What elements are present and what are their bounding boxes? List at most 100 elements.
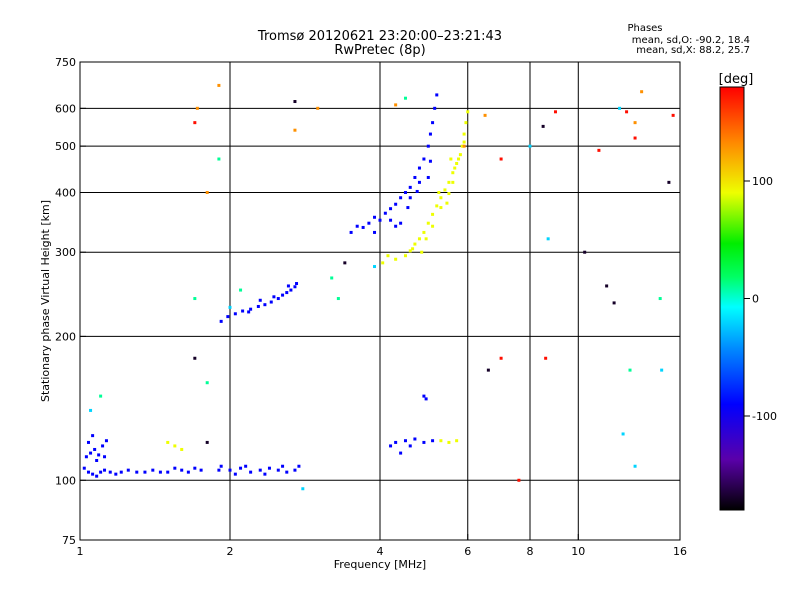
phases-title: Phases [627, 23, 662, 34]
data-point [241, 309, 245, 313]
data-point [447, 440, 451, 444]
data-point [633, 464, 637, 468]
phases-o-line: mean, sd,O: -90.2, 18.4 [632, 35, 750, 46]
data-point [293, 468, 297, 472]
colorbar-tick-label: 100 [752, 175, 773, 188]
data-point [381, 261, 385, 265]
data-point [330, 276, 334, 280]
data-point [286, 284, 290, 288]
data-point [193, 356, 197, 360]
data-point [658, 297, 662, 301]
data-point [217, 83, 221, 87]
data-point [399, 451, 403, 455]
data-point [104, 439, 108, 443]
data-point [219, 319, 223, 323]
data-point [166, 440, 170, 444]
x-tick-label: 10 [571, 545, 585, 558]
data-point [228, 468, 232, 472]
data-point [424, 397, 428, 401]
data-point [449, 157, 453, 161]
data-point [451, 180, 455, 184]
data-point [263, 472, 267, 476]
data-point [114, 472, 118, 476]
data-point [633, 121, 637, 125]
data-point [244, 464, 248, 468]
data-point [499, 356, 503, 360]
data-point [249, 307, 253, 311]
data-point [285, 470, 289, 474]
data-point [367, 221, 371, 225]
data-point [439, 196, 443, 200]
data-point [455, 161, 459, 165]
data-point [420, 250, 424, 254]
data-point [239, 288, 243, 292]
data-point [660, 368, 664, 372]
data-point [297, 464, 301, 468]
data-point [451, 171, 455, 175]
data-point [435, 204, 439, 208]
data-point [195, 106, 199, 110]
data-point [462, 144, 466, 148]
data-point [233, 472, 237, 476]
data-point [378, 218, 382, 222]
y-tick-label: 300 [55, 246, 76, 259]
data-point [597, 148, 601, 152]
data-point [431, 224, 435, 228]
data-point [93, 447, 97, 451]
data-point [413, 175, 417, 179]
data-point [437, 190, 441, 194]
data-point [84, 455, 88, 459]
data-point [612, 301, 616, 305]
data-point [403, 190, 407, 194]
data-point [289, 288, 293, 292]
data-point [103, 468, 107, 472]
data-point [544, 356, 548, 360]
y-tick-label: 400 [55, 186, 76, 199]
data-point [186, 470, 190, 474]
data-point [166, 470, 170, 474]
data-point [460, 144, 464, 148]
data-point [373, 215, 377, 219]
data-point [445, 201, 449, 205]
data-point [173, 444, 177, 448]
data-point [272, 295, 276, 299]
data-point [95, 474, 99, 478]
data-point [426, 175, 430, 179]
data-point [91, 434, 95, 438]
data-point [386, 254, 390, 258]
data-point [389, 444, 393, 448]
y-tick-label: 75 [62, 534, 76, 547]
data-point [457, 157, 461, 161]
x-axis-label: Frequency [MHz] [334, 558, 426, 571]
data-point [247, 310, 251, 314]
y-tick-label: 600 [55, 102, 76, 115]
data-point [205, 190, 209, 194]
data-point [316, 106, 320, 110]
data-point [528, 144, 532, 148]
data-point [193, 297, 197, 301]
data-point [458, 153, 462, 157]
data-point [399, 221, 403, 225]
data-point [541, 124, 545, 128]
data-point [408, 444, 412, 448]
data-point [336, 297, 340, 301]
data-point [295, 282, 299, 286]
data-point [399, 196, 403, 200]
data-point [143, 470, 147, 474]
data-point [355, 224, 359, 228]
data-point [301, 487, 305, 491]
data-point [180, 468, 184, 472]
data-point [258, 468, 262, 472]
data-point [499, 157, 503, 161]
data-point [103, 455, 107, 459]
data-point [89, 408, 93, 412]
data-point [226, 315, 230, 319]
data-point [217, 157, 221, 161]
data-point [633, 136, 637, 140]
data-point [426, 144, 430, 148]
x-tick-label: 2 [227, 545, 234, 558]
data-point [99, 394, 103, 398]
data-point [428, 159, 432, 163]
data-point [258, 298, 262, 302]
data-point [408, 196, 412, 200]
